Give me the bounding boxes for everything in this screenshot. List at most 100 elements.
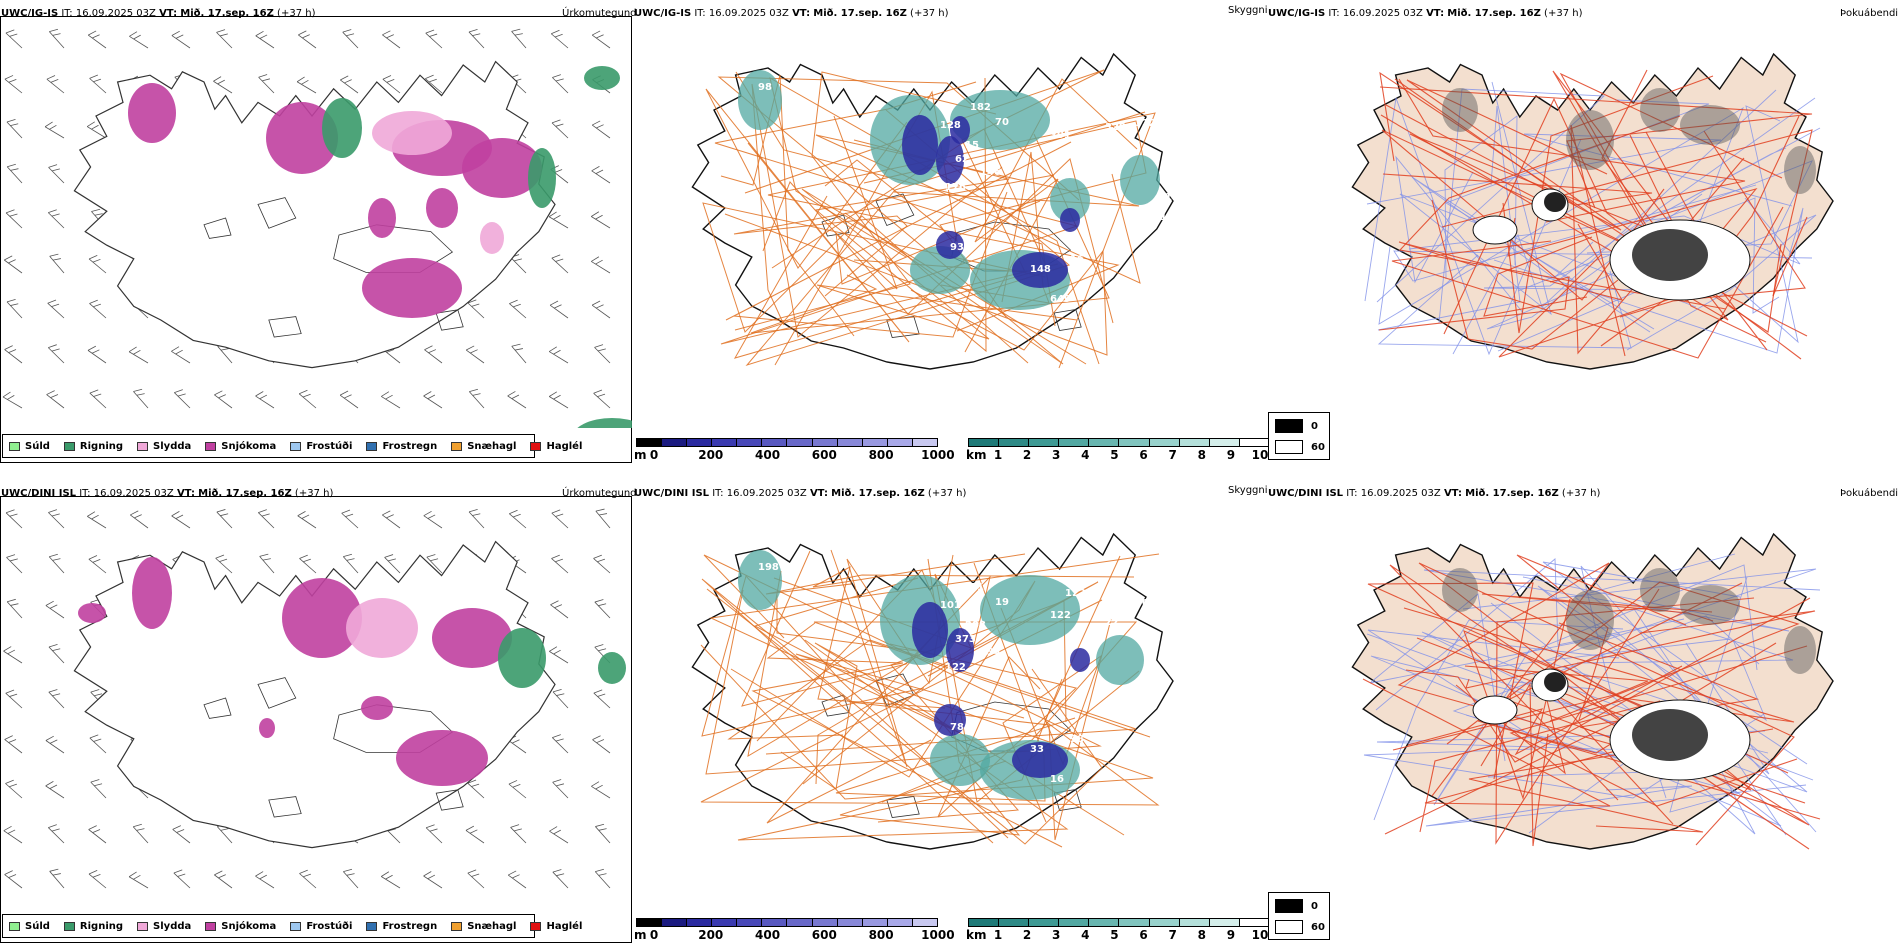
colorbar-tick: 1 xyxy=(993,448,1003,462)
legend-label: Snjókoma xyxy=(221,920,277,932)
colorbar-tick: 800 xyxy=(868,928,894,942)
cloud-base-label: 208 xyxy=(965,620,986,631)
cloud-base-label: 19 xyxy=(995,597,1009,608)
legend-label: Rigning xyxy=(79,920,124,932)
cloud-base-label: 182 xyxy=(970,102,991,113)
model: UWC/DINI ISL xyxy=(1268,488,1344,499)
legend-item: Snjókoma xyxy=(205,921,276,932)
model: UWC/IG-IS xyxy=(634,8,692,19)
fog-area xyxy=(1680,585,1740,625)
colorbar-tick: 2 xyxy=(1022,448,1032,462)
model: UWC/DINI ISL xyxy=(1,488,77,499)
vt-label: VT: xyxy=(176,488,195,499)
colorbar-m-ticks: m 0 200 400 600 800 1000 xyxy=(634,448,955,464)
panel-header: UWC/DINI ISL IT: 16.09.2025 03Z VT: Mið.… xyxy=(1,488,333,499)
low-cloud-area xyxy=(950,116,970,144)
fog-indicator-map xyxy=(1351,532,1834,850)
low-cloud-area xyxy=(934,704,966,736)
cloud-base-label: 98 xyxy=(1070,734,1084,745)
it-value: 16.09.2025 03Z xyxy=(93,488,174,499)
cloud-base-label: 80 xyxy=(1135,598,1149,609)
colorbar-unit: km xyxy=(966,448,987,462)
cloud-base-label: 148 xyxy=(1030,264,1051,275)
colorbar-tick: 7 xyxy=(1168,448,1177,462)
colorbar-tick: 9 xyxy=(1226,448,1236,462)
precip-type-title: Úrkomutegund xyxy=(562,488,637,499)
colorbar-tick: 200 xyxy=(698,448,724,462)
vt-value: Mið. 17.sep. 16Z xyxy=(831,488,925,499)
precip-area xyxy=(128,83,176,143)
precip-area xyxy=(361,696,393,720)
legend-swatch xyxy=(451,921,463,931)
panel-header: UWC/DINI ISL IT: 16.09.2025 03Z VT: Mið.… xyxy=(634,488,966,499)
fog-legend-swatch xyxy=(1275,440,1303,454)
colorbar-tick: 400 xyxy=(755,448,781,462)
cloud-base-label: 122 xyxy=(1065,588,1086,599)
cloud-base-label: 373 xyxy=(955,634,976,645)
colorbar-unit: m xyxy=(634,928,647,942)
it-label: IT: xyxy=(61,8,73,19)
fog-indicator-map xyxy=(1351,52,1834,370)
fog-legend-label: 60 xyxy=(1311,921,1325,933)
low-visibility-area xyxy=(950,90,1050,150)
precip-area xyxy=(132,557,172,629)
cloud-base-label: 128 xyxy=(940,120,961,131)
fog-area xyxy=(1566,590,1614,650)
precip-type-map xyxy=(0,496,632,943)
vt-label: VT: xyxy=(1443,488,1462,499)
precip-area xyxy=(577,418,632,428)
colorbar-tick: 4 xyxy=(1081,928,1090,942)
legend-label: Haglél xyxy=(546,920,583,932)
colorbar-tick: 0 xyxy=(649,448,659,462)
low-cloud-area xyxy=(936,136,964,184)
fog-legend: 0 60 xyxy=(1268,892,1330,940)
fog-legend-swatch xyxy=(1275,419,1303,433)
legend-swatch xyxy=(366,441,378,451)
fog-area xyxy=(1784,146,1816,194)
colorbar-km-ticks: km 1 2 3 4 5 6 7 8 9 10 xyxy=(966,928,1270,944)
cloud-base-label: 15 xyxy=(965,140,979,151)
colorbar-tick: 6 xyxy=(1139,928,1148,942)
legend-label: Slydda xyxy=(153,920,192,932)
colorbar-tick: 10 xyxy=(1251,448,1269,462)
precip-type-map xyxy=(0,16,632,463)
colorbar-tick: 6 xyxy=(1139,448,1148,462)
colorbar-tick: 8 xyxy=(1197,928,1206,942)
cloud-base-label: 20 xyxy=(1140,262,1154,273)
colorbar-tick: 8 xyxy=(1197,448,1206,462)
cloud-base-label: 16 xyxy=(1050,774,1064,785)
cloud-base-label: 51 xyxy=(970,582,984,593)
fog-area xyxy=(1442,88,1478,132)
colorbar-tick: 9 xyxy=(1226,928,1236,942)
lead-time: (+37 h) xyxy=(927,488,967,499)
panel-header: UWC/IG-IS IT: 16.09.2025 03Z VT: Mið. 17… xyxy=(1,8,315,19)
precip-area xyxy=(346,598,418,658)
colorbar-tick: 4 xyxy=(1081,448,1090,462)
fog-legend-item: 0 xyxy=(1275,419,1318,433)
fog-area xyxy=(1640,568,1680,612)
legend-item: Snæhagl xyxy=(451,921,516,932)
lead-time: (+37 h) xyxy=(1561,488,1601,499)
legend-item: Rigning xyxy=(63,441,123,452)
precip-area xyxy=(396,730,488,786)
colorbar-tick: 5 xyxy=(1110,448,1119,462)
cloud-base-label: 198 xyxy=(758,562,779,573)
model: UWC/DINI ISL xyxy=(634,488,710,499)
fog-area xyxy=(1442,568,1478,612)
legend-label: Snæhagl xyxy=(467,440,517,452)
colorbar-tick: 1 xyxy=(993,928,1003,942)
precip-area xyxy=(432,608,512,668)
precip-area xyxy=(462,138,542,198)
vt-label: VT: xyxy=(159,8,178,19)
cloud-base-label: 122 xyxy=(1050,610,1071,621)
model: UWC/IG-IS xyxy=(1,8,59,19)
it-label: IT: xyxy=(1346,488,1358,499)
visibility-map: 198 101 51 19 373 208 234 122 122 17 80 22 122 78 33 98… xyxy=(691,532,1174,850)
visibility-title: Skyggni xyxy=(1228,485,1268,496)
cloud-base-label: 62 xyxy=(955,154,969,165)
legend-label: Slydda xyxy=(153,440,192,452)
fog-legend-item: 60 xyxy=(1275,440,1325,454)
low-cloud-area xyxy=(936,231,964,259)
legend-swatch xyxy=(290,921,302,931)
cloud-base-label: 322 xyxy=(1135,118,1156,129)
